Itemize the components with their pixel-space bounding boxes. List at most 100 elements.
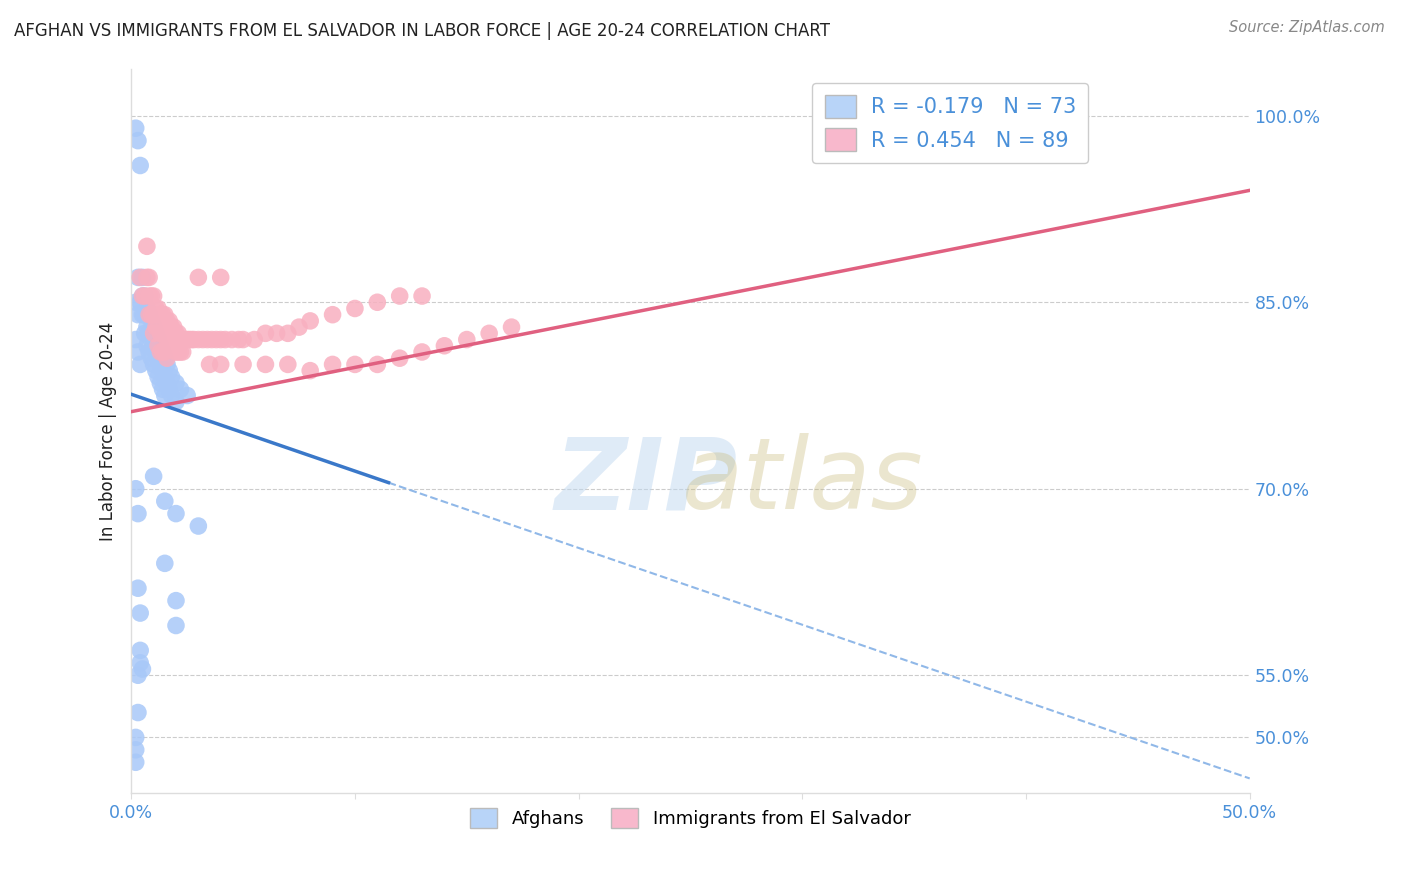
Point: [141, 333, 163, 347]
Point: [456, 333, 478, 347]
Point: [183, 333, 205, 347]
Point: [152, 345, 174, 359]
Point: [138, 308, 160, 322]
Point: [127, 134, 149, 148]
Point: [141, 351, 163, 366]
Point: [165, 507, 187, 521]
Point: [125, 743, 148, 757]
Text: AFGHAN VS IMMIGRANTS FROM EL SALVADOR IN LABOR FORCE | AGE 20-24 CORRELATION CHA: AFGHAN VS IMMIGRANTS FROM EL SALVADOR IN…: [14, 22, 830, 40]
Point: [129, 606, 152, 620]
Point: [141, 314, 163, 328]
Point: [165, 394, 187, 409]
Point: [142, 308, 165, 322]
Point: [129, 358, 152, 372]
Point: [195, 333, 218, 347]
Point: [138, 345, 160, 359]
Point: [163, 320, 186, 334]
Point: [152, 308, 174, 322]
Point: [145, 301, 167, 316]
Point: [366, 358, 388, 372]
Point: [146, 333, 169, 347]
Point: [153, 345, 176, 359]
Point: [343, 358, 366, 372]
Point: [129, 295, 152, 310]
Point: [501, 320, 523, 334]
Point: [152, 364, 174, 378]
Point: [129, 159, 152, 173]
Point: [174, 333, 197, 347]
Point: [366, 295, 388, 310]
Point: [138, 270, 160, 285]
Point: [187, 270, 209, 285]
Point: [125, 121, 148, 136]
Point: [131, 289, 153, 303]
Point: [201, 333, 224, 347]
Point: [214, 333, 236, 347]
Point: [134, 289, 156, 303]
Point: [149, 339, 172, 353]
Point: [165, 376, 187, 390]
Point: [198, 358, 221, 372]
Point: [209, 358, 232, 372]
Point: [153, 557, 176, 571]
Point: [135, 270, 157, 285]
Point: [141, 308, 163, 322]
Point: [138, 326, 160, 341]
Point: [176, 333, 198, 347]
Point: [172, 333, 194, 347]
Point: [277, 358, 299, 372]
Point: [135, 320, 157, 334]
Point: [169, 333, 191, 347]
Point: [156, 314, 179, 328]
Point: [221, 333, 243, 347]
Point: [127, 668, 149, 682]
Text: atlas: atlas: [682, 434, 924, 530]
Point: [134, 308, 156, 322]
Point: [153, 369, 176, 384]
Point: [131, 308, 153, 322]
Point: [129, 270, 152, 285]
Point: [157, 333, 180, 347]
Point: [129, 656, 152, 670]
Point: [125, 295, 148, 310]
Point: [167, 326, 190, 341]
Legend: Afghans, Immigrants from El Salvador: Afghans, Immigrants from El Salvador: [463, 801, 918, 835]
Point: [243, 333, 266, 347]
Point: [254, 326, 277, 341]
Point: [153, 326, 176, 341]
Point: [142, 358, 165, 372]
Point: [156, 351, 179, 366]
Point: [433, 339, 456, 353]
Point: [146, 301, 169, 316]
Point: [129, 643, 152, 657]
Point: [191, 333, 214, 347]
Point: [277, 326, 299, 341]
Point: [138, 308, 160, 322]
Point: [157, 364, 180, 378]
Point: [142, 320, 165, 334]
Point: [205, 333, 228, 347]
Point: [127, 270, 149, 285]
Point: [160, 388, 183, 402]
Point: [152, 382, 174, 396]
Point: [134, 289, 156, 303]
Point: [125, 756, 148, 770]
Point: [152, 326, 174, 341]
Point: [165, 326, 187, 341]
Point: [209, 333, 232, 347]
Point: [149, 345, 172, 359]
Point: [288, 320, 311, 334]
Point: [388, 289, 411, 303]
Point: [135, 239, 157, 253]
Point: [142, 339, 165, 353]
Point: [228, 333, 250, 347]
Point: [153, 308, 176, 322]
Point: [172, 345, 194, 359]
Point: [138, 289, 160, 303]
Point: [165, 345, 187, 359]
Point: [169, 382, 191, 396]
Point: [478, 326, 501, 341]
Point: [145, 364, 167, 378]
Point: [142, 469, 165, 483]
Point: [169, 345, 191, 359]
